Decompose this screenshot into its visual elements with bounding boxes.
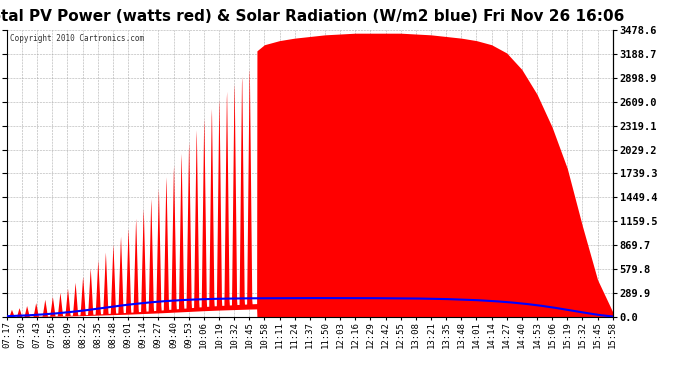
- Text: Copyright 2010 Cartronics.com: Copyright 2010 Cartronics.com: [10, 34, 144, 43]
- Text: Total PV Power (watts red) & Solar Radiation (W/m2 blue) Fri Nov 26 16:06: Total PV Power (watts red) & Solar Radia…: [0, 9, 624, 24]
